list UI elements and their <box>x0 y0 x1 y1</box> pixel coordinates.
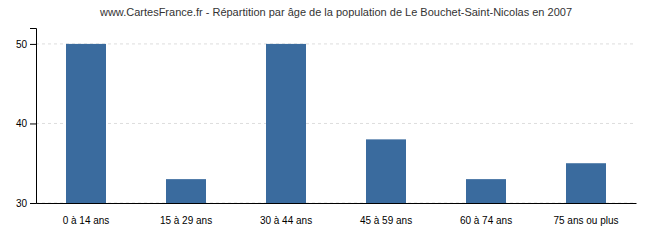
grid-line <box>36 123 636 124</box>
y-axis-line <box>30 29 37 204</box>
bar <box>366 139 406 203</box>
x-tick-label: 0 à 14 ans <box>63 215 110 226</box>
x-tick-label: 75 ans ou plus <box>553 215 618 226</box>
x-axis-line <box>37 203 637 204</box>
bar <box>166 179 206 203</box>
x-tick: 30 à 44 ans <box>260 215 312 226</box>
y-tick: 50 <box>16 39 36 50</box>
x-tick-label: 30 à 44 ans <box>260 215 312 226</box>
bar <box>266 44 306 203</box>
chart: 30 40 50 0 à 14 ans 15 à 29 ans 30 à 44 ans 45… <box>0 0 650 229</box>
x-tick: 45 à 59 ans <box>360 215 412 226</box>
y-tick-mark <box>30 123 36 124</box>
x-tick: 0 à 14 ans <box>63 215 110 226</box>
y-tick-label: 50 <box>16 39 28 50</box>
y-tick-label: 40 <box>16 118 28 129</box>
y-tick-label: 30 <box>16 198 28 209</box>
plot: 30 40 50 0 à 14 ans 15 à 29 ans 30 à 44 ans 45… <box>16 29 637 229</box>
y-tick-mark <box>30 203 36 204</box>
y-tick: 40 <box>16 118 36 129</box>
title: www.CartesFrance.fr - Répartition par âg… <box>99 6 572 18</box>
y-axis: 30 40 50 <box>16 29 37 209</box>
bar <box>66 44 106 203</box>
bars <box>66 44 606 203</box>
grid <box>36 44 636 203</box>
x-tick: 60 à 74 ans <box>460 215 512 226</box>
grid-line <box>36 43 636 44</box>
grid-line <box>36 203 636 204</box>
x-tick-label: 15 à 29 ans <box>160 215 212 226</box>
x-tick-label: 60 à 74 ans <box>460 215 512 226</box>
x-tick: 75 ans ou plus <box>553 215 618 226</box>
bar <box>566 163 606 203</box>
bar <box>466 179 506 203</box>
x-tick-label: 45 à 59 ans <box>360 215 412 226</box>
x-tick: 15 à 29 ans <box>160 215 212 226</box>
y-tick-mark <box>30 44 36 45</box>
y-tick: 30 <box>16 198 36 209</box>
x-axis: 0 à 14 ans 15 à 29 ans 30 à 44 ans 45 à 59 … <box>37 204 637 227</box>
